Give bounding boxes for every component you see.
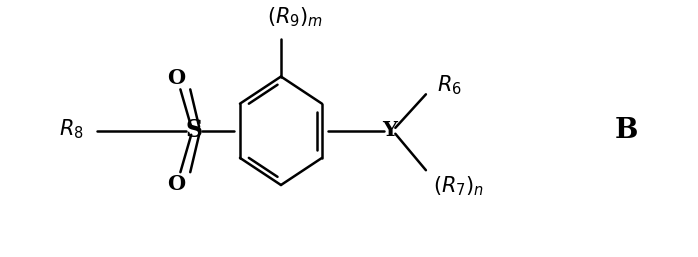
Text: S: S (186, 118, 202, 142)
Text: $(R_9)_m$: $(R_9)_m$ (267, 6, 323, 29)
Text: $R_6$: $R_6$ (437, 74, 461, 97)
Text: $(R_7)_n$: $(R_7)_n$ (433, 174, 484, 198)
Text: O: O (168, 68, 186, 88)
Text: B: B (614, 117, 638, 144)
Text: $R_8$: $R_8$ (59, 117, 84, 141)
Text: Y: Y (382, 120, 397, 140)
Text: O: O (168, 174, 186, 194)
